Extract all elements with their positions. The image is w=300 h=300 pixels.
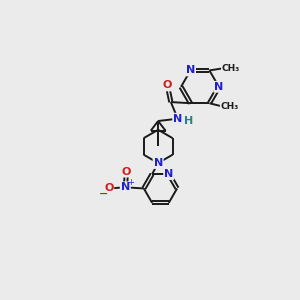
Text: N: N: [121, 182, 130, 192]
Text: CH₃: CH₃: [220, 102, 239, 111]
Text: O: O: [104, 184, 113, 194]
Text: +: +: [127, 178, 134, 187]
Text: −: −: [99, 188, 108, 199]
Text: CH₃: CH₃: [222, 64, 240, 73]
Text: O: O: [122, 167, 131, 177]
Text: O: O: [163, 80, 172, 90]
Text: N: N: [154, 158, 163, 168]
Text: N: N: [164, 169, 173, 179]
Text: N: N: [186, 65, 195, 75]
Text: N: N: [214, 82, 224, 92]
Text: N: N: [173, 114, 182, 124]
Text: H: H: [184, 116, 193, 126]
